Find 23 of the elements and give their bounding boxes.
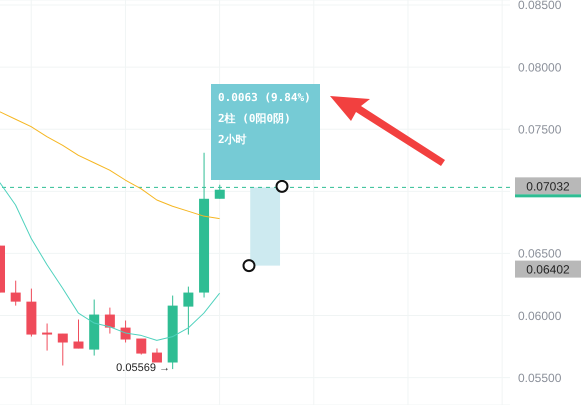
candlestick xyxy=(42,323,52,352)
candlestick xyxy=(104,307,115,334)
y-tick-label: 0.06500 xyxy=(518,246,562,261)
candlestick xyxy=(120,320,131,344)
line-series xyxy=(0,111,220,220)
annotation: 0.0063 (9.84%) xyxy=(218,91,311,104)
annotation: 2小时 xyxy=(218,133,247,146)
y-tick-label: 0.06000 xyxy=(518,308,562,323)
ref-line-label: 0.07032 xyxy=(526,179,570,194)
candlestick xyxy=(136,338,146,356)
y-tick-label: 0.05500 xyxy=(518,370,562,385)
y-tick-label: 0.08000 xyxy=(518,60,562,74)
candlestick xyxy=(152,348,162,364)
annotation: 0.05569 → xyxy=(116,362,170,374)
line-series xyxy=(0,182,220,341)
candlestick xyxy=(183,286,194,336)
candlestick xyxy=(10,280,21,306)
text: 0.06402 xyxy=(526,262,570,277)
y-tick-label: 0.07500 xyxy=(518,122,562,136)
candlestick xyxy=(58,333,68,366)
candlestick xyxy=(73,319,84,350)
y-tick-label: 0.08500 xyxy=(518,0,562,12)
annotation: 2柱 (0阳0阴) xyxy=(218,112,291,125)
